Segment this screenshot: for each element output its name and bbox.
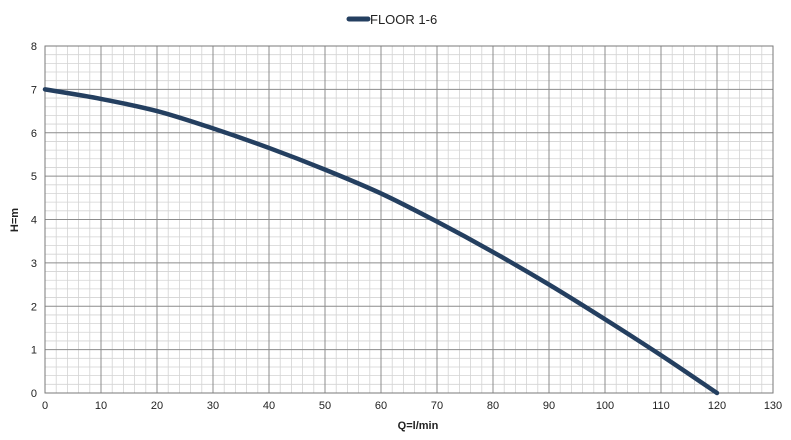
x-tick-label: 130 bbox=[764, 400, 782, 412]
legend: FLOOR 1-6 bbox=[346, 12, 437, 27]
tick-labels: 0 10 20 30 40 50 60 70 80 90 100 110 120 130 0 1 2 3 4 5 6 7 8 bbox=[31, 41, 782, 412]
y-tick-label: 7 bbox=[31, 84, 37, 96]
series-line bbox=[42, 87, 720, 396]
y-tick-label: 2 bbox=[31, 301, 37, 313]
plot-frame bbox=[44, 45, 774, 394]
x-tick-label: 90 bbox=[543, 400, 555, 412]
legend-label: FLOOR 1-6 bbox=[370, 12, 437, 27]
x-tick-label: 60 bbox=[375, 400, 387, 412]
axes bbox=[44, 45, 774, 394]
y-tick-label: 3 bbox=[31, 258, 37, 270]
y-tick-label: 0 bbox=[31, 388, 37, 400]
y-tick-label: 4 bbox=[31, 215, 37, 227]
x-tick-label: 110 bbox=[652, 400, 670, 412]
x-axis-label: Q=l/min bbox=[398, 420, 439, 432]
x-tick-label: 40 bbox=[263, 400, 275, 412]
x-tick-label: 80 bbox=[487, 400, 499, 412]
series-layer bbox=[42, 87, 720, 396]
x-tick-label: 0 bbox=[42, 400, 48, 412]
x-tick-label: 20 bbox=[151, 400, 163, 412]
y-tick-label: 8 bbox=[31, 41, 37, 53]
y-tick-label: 1 bbox=[31, 345, 37, 357]
x-tick-label: 10 bbox=[95, 400, 107, 412]
x-tick-label: 30 bbox=[207, 400, 219, 412]
y-tick-label: 5 bbox=[31, 171, 37, 183]
y-tick-label: 6 bbox=[31, 128, 37, 140]
x-tick-label: 120 bbox=[708, 400, 726, 412]
x-tick-label: 100 bbox=[596, 400, 614, 412]
x-tick-label: 70 bbox=[431, 400, 443, 412]
x-tick-label: 50 bbox=[319, 400, 331, 412]
y-axis-label: H=m bbox=[9, 208, 21, 232]
